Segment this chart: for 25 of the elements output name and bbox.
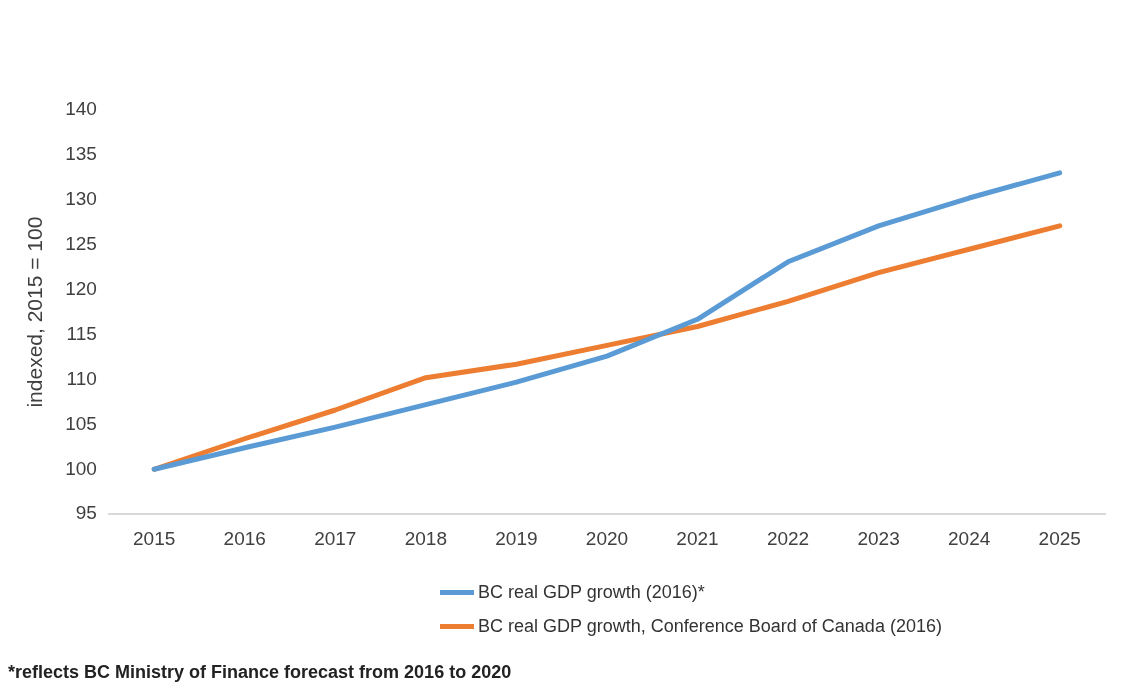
x-tick-label: 2024 [948,527,991,549]
x-tick-label: 2016 [223,527,266,549]
x-tick-label: 2022 [766,527,810,549]
y-tick-label: 110 [66,367,97,389]
text: *reflects BC Ministry of Finance forecast from 2016 to 2020 [8,662,512,683]
x-tick-label: 2025 [1038,527,1081,549]
x-tick-label: 2020 [585,527,629,549]
legend-label: BC real GDP growth, Conference Board of Canada (2016) [478,615,942,637]
y-tick-label: 130 [65,188,97,210]
x-tick-label: 2023 [857,527,900,549]
x-tick-label: 2017 [314,527,357,549]
x-tick-label: 2019 [495,527,538,549]
x-tick-label: 2021 [676,527,719,549]
legend-label: BC real GDP growth (2016)* [478,581,705,603]
y-tick-label: 140 [65,98,97,120]
y-tick-label: 115 [66,322,97,344]
x-tick-label: 2015 [133,527,176,549]
y-tick-label: 95 [75,502,97,524]
y-tick-label: 135 [65,143,97,165]
x-tick-label: 2018 [404,527,447,549]
y-tick-label: 120 [65,277,97,299]
y-tick-label: 100 [65,457,97,479]
y-axis-title: indexed, 2015 = 100 [23,216,47,408]
y-tick-label: 105 [65,412,97,434]
y-tick-label: 125 [65,232,97,254]
